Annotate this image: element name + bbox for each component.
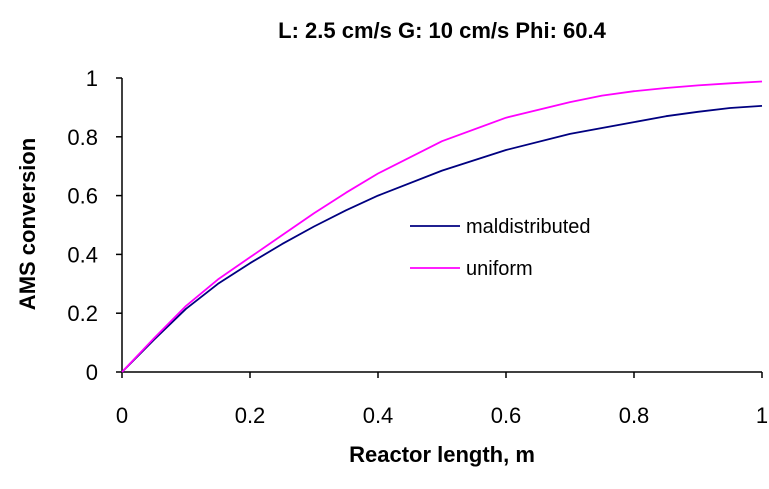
series-line-maldistributed <box>121 105 763 373</box>
y-tick-label: 0.2 <box>67 301 98 326</box>
x-axis-ticks: 0 0.2 0.4 0.6 0.8 1 <box>116 372 768 428</box>
x-axis: 0 0.2 0.4 0.6 0.8 1 <box>116 371 768 428</box>
y-tick-label: 0 <box>86 360 98 385</box>
legend: maldistributed uniform <box>410 216 591 280</box>
y-axis: 0 0.2 0.4 0.6 0.8 1 <box>67 66 123 385</box>
x-tick-label: 0 <box>116 403 128 428</box>
y-axis-ticks: 0 0.2 0.4 0.6 0.8 1 <box>67 66 122 385</box>
x-tick-label: 1 <box>756 403 768 428</box>
x-tick-label: 0.4 <box>363 403 394 428</box>
series-line-uniform <box>121 80 763 373</box>
y-tick-label: 0.6 <box>67 184 98 209</box>
chart-title: L: 2.5 cm/s G: 10 cm/s Phi: 60.4 <box>278 18 606 43</box>
y-axis-title: AMS conversion <box>15 138 40 310</box>
legend-label-maldistributed: maldistributed <box>466 216 591 238</box>
y-tick-label: 1 <box>86 66 98 91</box>
x-tick-label: 0.6 <box>491 403 522 428</box>
y-tick-label: 0.4 <box>67 242 98 267</box>
series-layer <box>121 80 763 373</box>
x-tick-label: 0.2 <box>235 403 266 428</box>
x-tick-label: 0.8 <box>619 403 650 428</box>
x-axis-title: Reactor length, m <box>349 442 535 467</box>
legend-label-uniform: uniform <box>466 258 533 280</box>
y-tick-label: 0.8 <box>67 125 98 150</box>
